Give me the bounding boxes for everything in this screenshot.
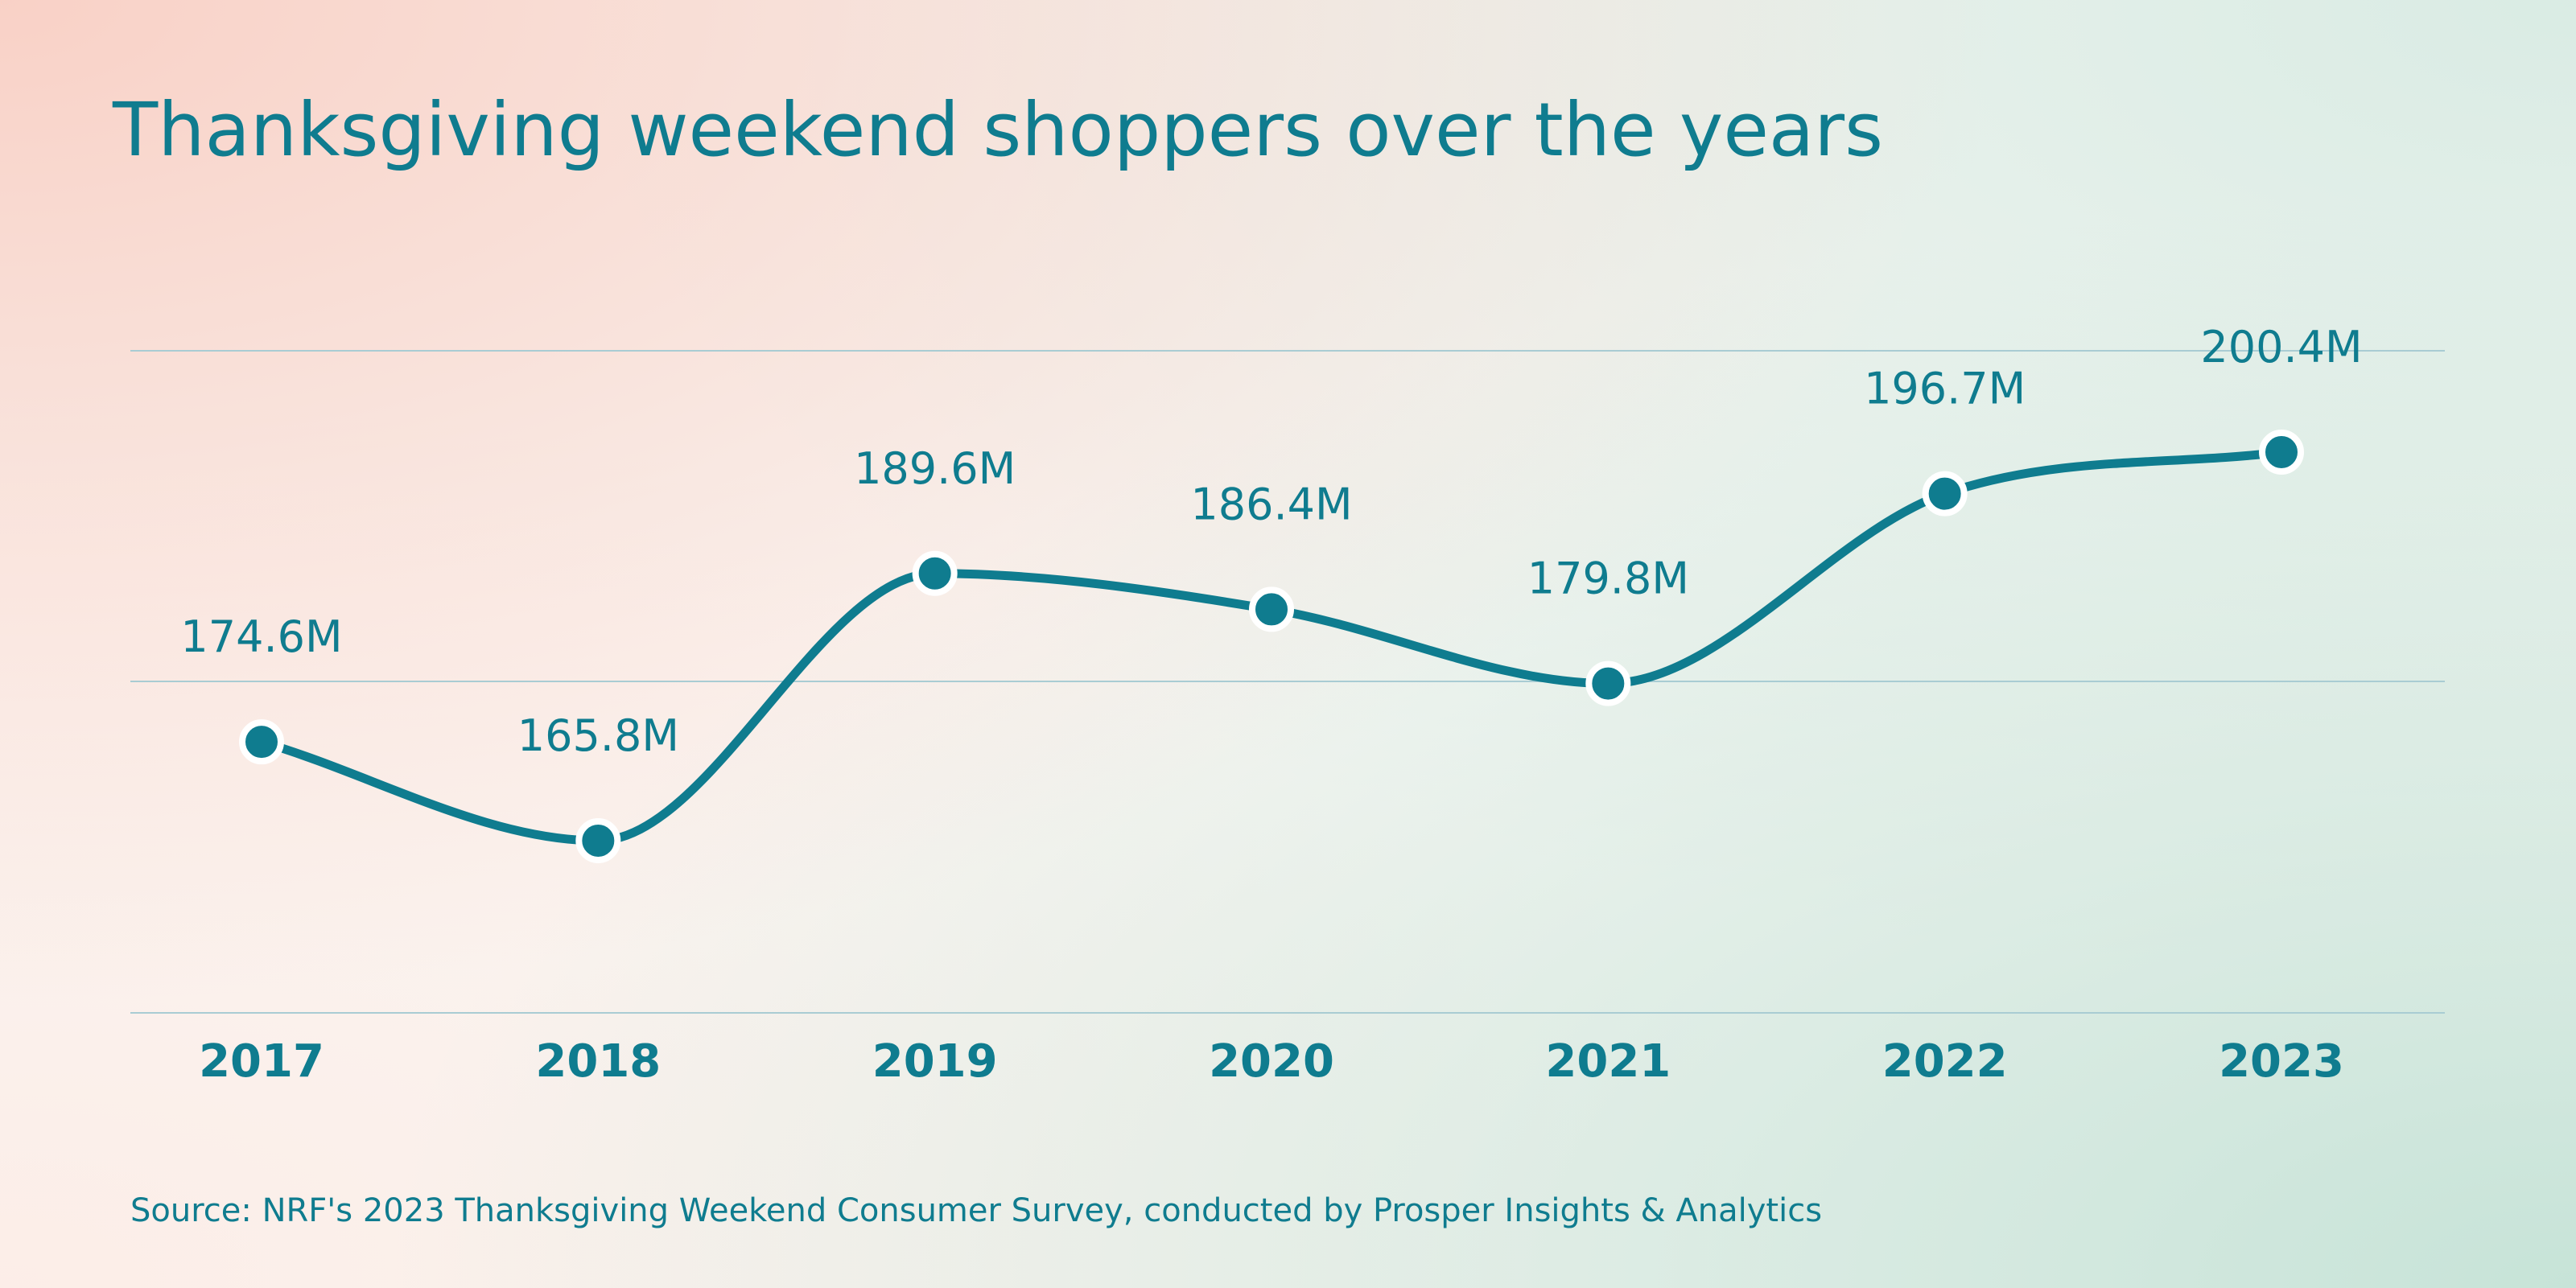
x-tick-2019: 2019 — [872, 1035, 998, 1088]
data-point-2018 — [575, 818, 621, 863]
x-tick-2023: 2023 — [2219, 1035, 2344, 1088]
x-tick-2018: 2018 — [535, 1035, 661, 1088]
data-label-2020: 186.4M — [1190, 479, 1352, 529]
data-point-2022 — [1922, 471, 1968, 516]
data-label-2021: 179.8M — [1527, 553, 1689, 604]
data-point-2023 — [2259, 430, 2304, 475]
data-label-2017: 174.6M — [180, 611, 342, 662]
gridlines — [130, 350, 2445, 1014]
x-tick-2017: 2017 — [199, 1035, 324, 1088]
chart-title: Thanksgiving weekend shoppers over the y… — [113, 87, 1884, 173]
data-point-2020 — [1249, 586, 1294, 632]
source-note: Source: NRF's 2023 Thanksgiving Weekend … — [130, 1192, 1823, 1229]
x-tick-2020: 2020 — [1209, 1035, 1334, 1088]
x-axis-ticks: 2017 2018 2019 2020 2021 2022 2023 — [199, 1035, 2344, 1088]
data-label-2023: 200.4M — [2200, 322, 2362, 372]
data-point-2017 — [239, 719, 284, 765]
data-points — [239, 430, 2304, 863]
data-label-2022: 196.7M — [1864, 364, 2026, 414]
data-labels: 174.6M 165.8M 189.6M 186.4M 179.8M 196.7M 200.… — [180, 322, 2362, 761]
data-label-2018: 165.8M — [517, 710, 679, 761]
x-tick-2022: 2022 — [1882, 1035, 2008, 1088]
data-point-2019 — [912, 550, 958, 596]
data-point-2021 — [1585, 660, 1631, 706]
x-tick-2021: 2021 — [1545, 1035, 1671, 1088]
data-label-2019: 189.6M — [854, 443, 1016, 494]
